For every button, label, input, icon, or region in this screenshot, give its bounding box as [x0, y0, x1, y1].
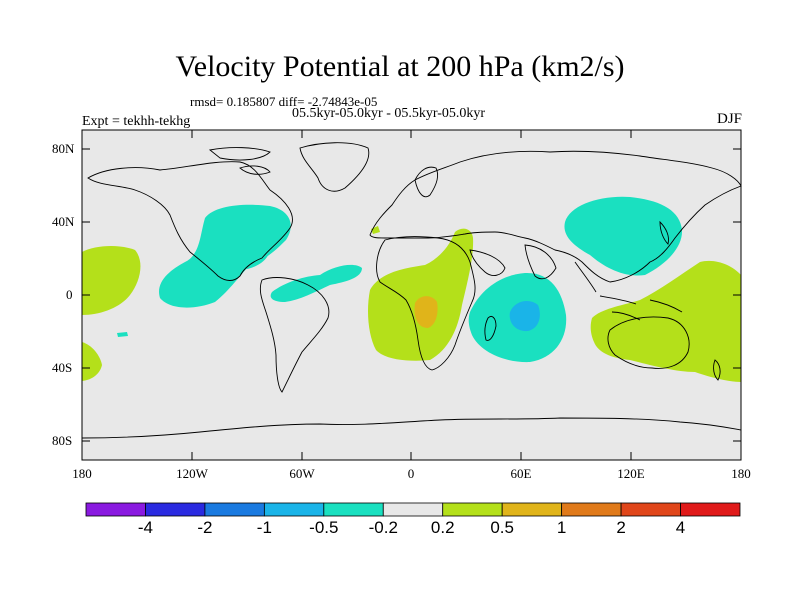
- lon-ticks: [191, 130, 632, 460]
- coastline-australia: [607, 316, 690, 369]
- colorbar-label: 4: [675, 518, 686, 537]
- contour-neg-south-america: [270, 264, 362, 302]
- coastline-eurasia: [369, 150, 742, 283]
- lat-label-80n: 80N: [52, 141, 75, 156]
- coastline-madagascar: [484, 315, 497, 341]
- rmsd-diff-stats: rmsd= 0.185807 diff= -2.74843e-05: [190, 94, 378, 109]
- contour-pos-africa-core: [414, 296, 438, 328]
- contour-fills: [82, 196, 741, 382]
- lon-label-180w: 180: [72, 466, 92, 481]
- colorbar-swatch-7: [501, 502, 563, 517]
- contour-pos-central-pacific: [82, 246, 141, 315]
- lon-label-60e: 60E: [510, 466, 532, 481]
- colorbar-swatch-10: [680, 502, 741, 517]
- colorbar-label: -1: [256, 518, 272, 537]
- colorbar-label: -2: [197, 518, 213, 537]
- colorbar-label: -4: [137, 518, 154, 537]
- lon-label-120w: 120W: [176, 466, 208, 481]
- lat-label-40s: 40S: [52, 360, 73, 375]
- colorbar: [85, 502, 741, 517]
- contour-neg2-indian-ocean: [509, 300, 540, 332]
- coastline-new-zealand: [713, 359, 721, 381]
- contour-pos-mediterranean-speck: [371, 226, 380, 234]
- lon-label-60w: 60W: [289, 466, 315, 481]
- colorbar-label: 2: [616, 518, 626, 537]
- coastline-africa: [376, 236, 476, 371]
- lat-label-40n: 40N: [52, 214, 75, 229]
- colorbar-swatch-6: [442, 502, 503, 517]
- coastline-north-america: [87, 161, 293, 281]
- colorbar-swatch-3: [263, 502, 325, 517]
- experiment-label: Expt = tekhh-tekhg: [82, 114, 191, 129]
- colorbar-swatch-2: [204, 502, 265, 517]
- colorbar-label: 1: [556, 518, 567, 537]
- lat-label-0: 0: [66, 287, 73, 302]
- colorbar-swatch-0: [85, 502, 146, 517]
- colorbar-label: 0.2: [430, 518, 455, 537]
- contour-pos-africa-atlantic: [368, 228, 474, 361]
- coastline-antarctica: [81, 417, 742, 439]
- lon-label-0: 0: [407, 466, 415, 481]
- colorbar-label: -0.2: [368, 518, 398, 537]
- season-label: DJF: [716, 111, 742, 127]
- colorbar-label: 0.5: [490, 518, 514, 537]
- coastline-southeast-asia: [574, 261, 683, 321]
- contour-pos-south-pacific-edge: [82, 342, 102, 381]
- coastlines: [81, 142, 742, 439]
- coastline-south-america: [259, 277, 330, 393]
- coastline-scandinavia: [414, 166, 439, 198]
- contour-neg-asia: [564, 196, 683, 276]
- lon-label-180e: 180: [731, 466, 751, 481]
- contour-neg-caribbean: [223, 240, 271, 270]
- coastline-japan: [659, 220, 669, 245]
- lon-label-120e: 120E: [617, 466, 645, 481]
- colorbar-swatch-5: [382, 502, 444, 517]
- contour-neg-speck: [117, 332, 128, 337]
- colorbar-swatch-9: [620, 502, 681, 517]
- map-title: Velocity Potential at 200 hPa (km2/s): [175, 50, 625, 83]
- colorbar-swatch-8: [561, 502, 622, 517]
- lat-label-80s: 80S: [52, 433, 73, 448]
- colorbar-swatch-4: [323, 502, 384, 517]
- lat-ticks: [82, 148, 741, 442]
- coastline-arctic-islands: [208, 147, 271, 175]
- contour-pos-west-pacific: [590, 260, 741, 382]
- colorbar-label: -0.5: [309, 518, 339, 537]
- period-label: 05.5kyr-05.0kyr - 05.5kyr-05.0kyr: [292, 106, 486, 121]
- coastline-arabia-india: [469, 244, 557, 280]
- colorbar-swatch-1: [145, 502, 206, 517]
- coastline-greenland: [299, 142, 370, 192]
